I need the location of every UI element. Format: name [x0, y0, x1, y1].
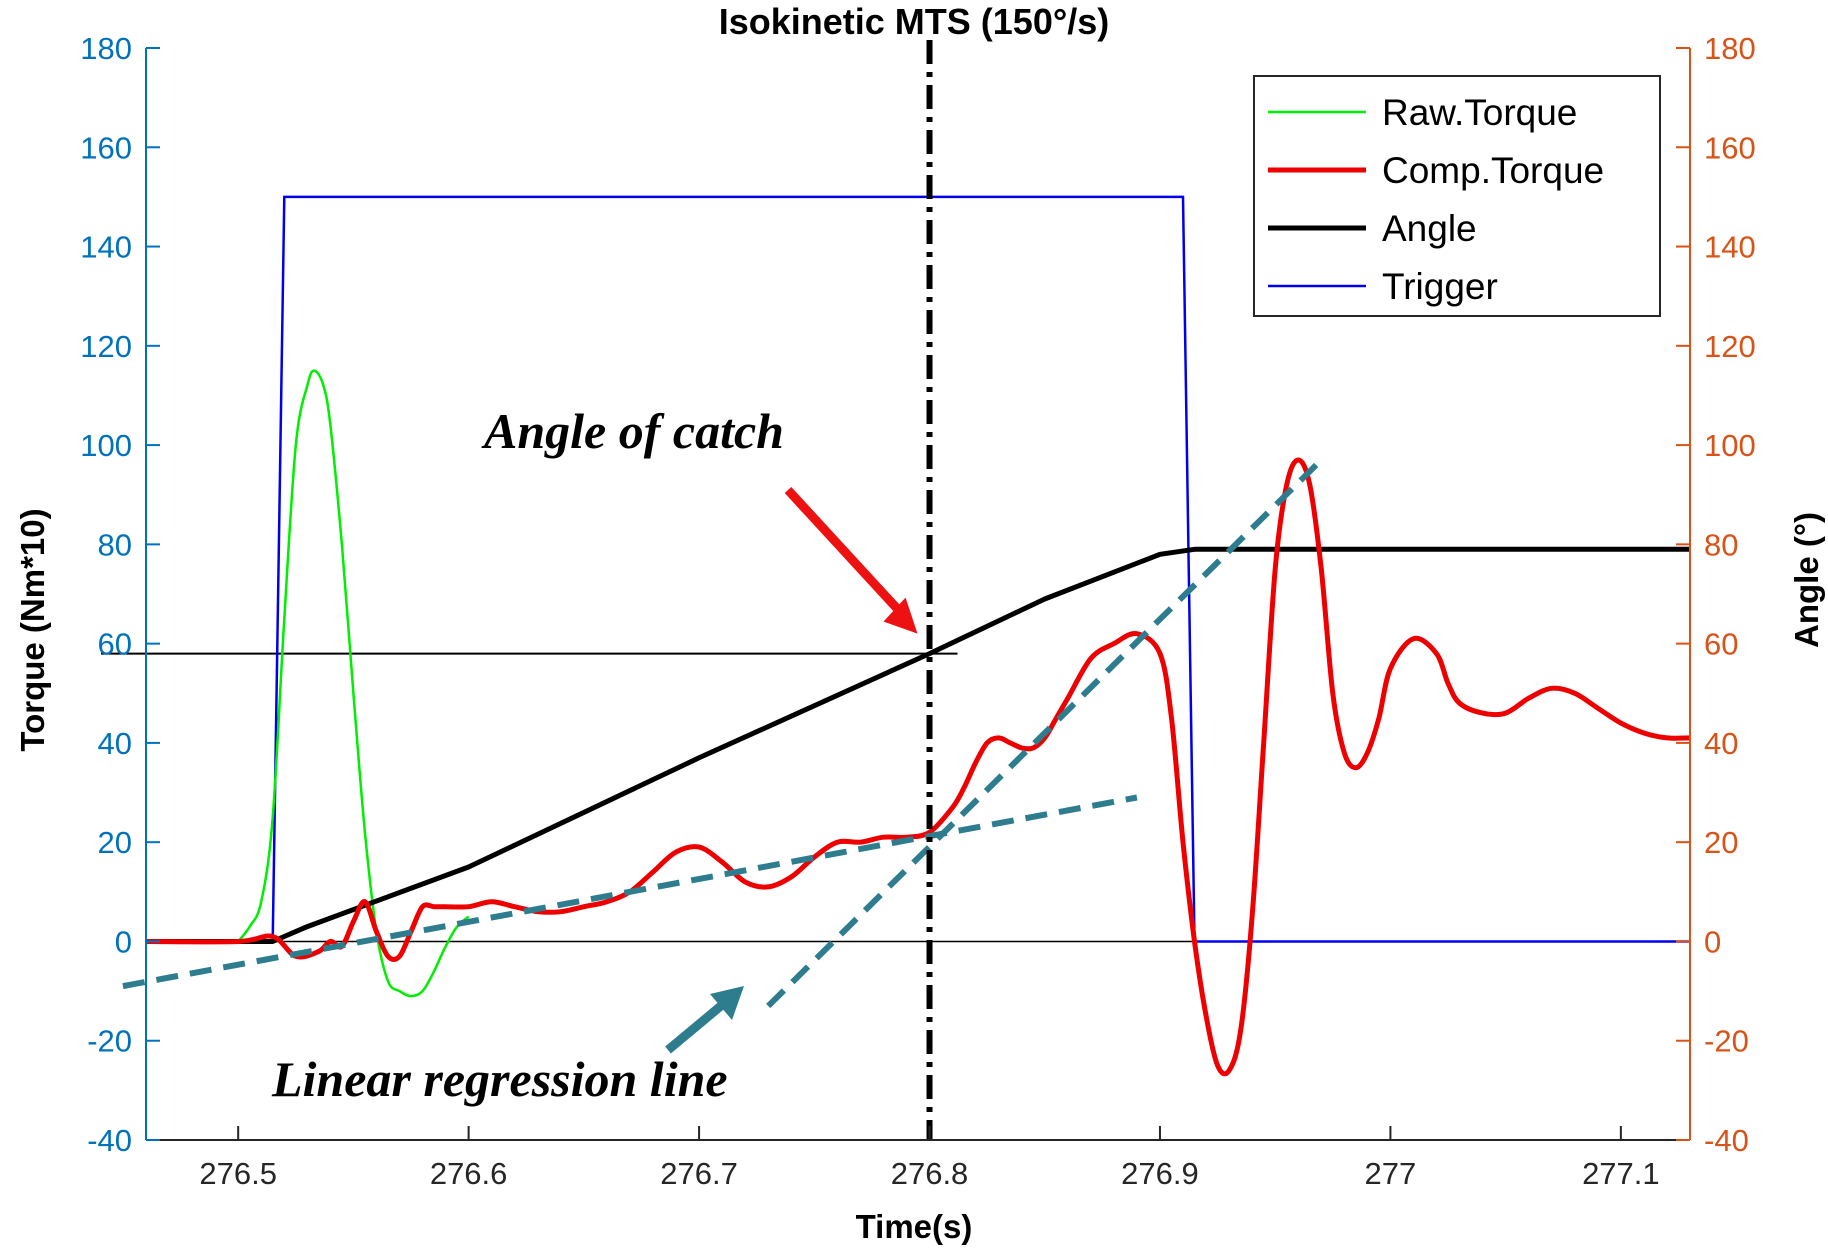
ticks: -40 -20 0 20 40 60 80 100 120 140 160 180 -40 -20 0 20 4… [80, 31, 1755, 1191]
y-left-tick-label: 140 [80, 230, 132, 265]
legend-label: Comp.Torque [1382, 150, 1604, 191]
y-right-tick-label: -20 [1704, 1024, 1749, 1059]
y-right-tick-label: 60 [1704, 627, 1738, 662]
legend-box [1253, 75, 1661, 317]
y-right-tick-label: -40 [1704, 1123, 1749, 1158]
legend-label: Angle [1382, 208, 1477, 249]
legend: Raw.Torque Comp.Torque Angle Trigger [1253, 75, 1661, 317]
y-left-tick-label: -40 [87, 1123, 132, 1158]
regression-arrow-shaft [665, 996, 731, 1054]
y-left-tick-label: 80 [98, 527, 132, 562]
y-right-tick-label: 40 [1704, 726, 1738, 761]
y-left-tick-label: 40 [98, 726, 132, 761]
series-comp-torque-line [145, 457, 1691, 1077]
y-right-tick-label: 100 [1704, 428, 1756, 463]
y-left-tick-label: 60 [98, 627, 132, 662]
angle-of-catch-arrow-head [883, 597, 918, 634]
y-axis-left-label: Torque (Nm*10) [14, 508, 51, 751]
y-left-tick-label: 20 [98, 825, 132, 860]
series-raw-torque-line [237, 369, 470, 998]
y-left-tick-label: 100 [80, 428, 132, 463]
regression-line-2 [766, 457, 1324, 1009]
regression-arrow-head [710, 986, 744, 1020]
x-tick-label: 277.1 [1582, 1156, 1660, 1191]
angle-of-catch-arrow-shaft [784, 486, 907, 619]
y-right-tick-label: 160 [1704, 130, 1756, 165]
y-left-tick-label: -20 [87, 1024, 132, 1059]
y-left-tick-label: 120 [80, 329, 132, 364]
y-right-tick-label: 80 [1704, 527, 1738, 562]
legend-label: Trigger [1382, 266, 1498, 307]
y-right-tick-label: 120 [1704, 329, 1756, 364]
axes [145, 48, 1691, 1141]
y-left-tick-label: 160 [80, 130, 132, 165]
x-tick-label: 277 [1365, 1156, 1417, 1191]
y-right-tick-label: 0 [1704, 924, 1721, 959]
x-tick-label: 276.5 [199, 1156, 277, 1191]
x-tick-label: 276.7 [660, 1156, 738, 1191]
y-right-tick-label: 140 [1704, 230, 1756, 265]
legend-label: Raw.Torque [1382, 92, 1577, 133]
y-left-tick-label: 180 [80, 31, 132, 66]
regression-line-1 [122, 794, 1138, 990]
x-tick-label: 276.6 [430, 1156, 508, 1191]
x-axis-label: Time(s) [856, 1208, 973, 1245]
plot-content [101, 40, 1691, 1140]
y-right-tick-label: 180 [1704, 31, 1756, 66]
y-right-tick-label: 20 [1704, 825, 1738, 860]
x-tick-label: 276.8 [891, 1156, 969, 1191]
chart-title: Isokinetic MTS (150°/s) [719, 1, 1110, 42]
y-left-tick-label: 0 [115, 924, 132, 959]
x-tick-label: 276.9 [1121, 1156, 1199, 1191]
series-angle-line [146, 546, 1690, 944]
y-axis-right-label: Angle (°) [1788, 512, 1825, 648]
angle-of-catch-annotation: Angle of catch [481, 403, 784, 459]
linear-regression-annotation: Linear regression line [271, 1051, 728, 1107]
